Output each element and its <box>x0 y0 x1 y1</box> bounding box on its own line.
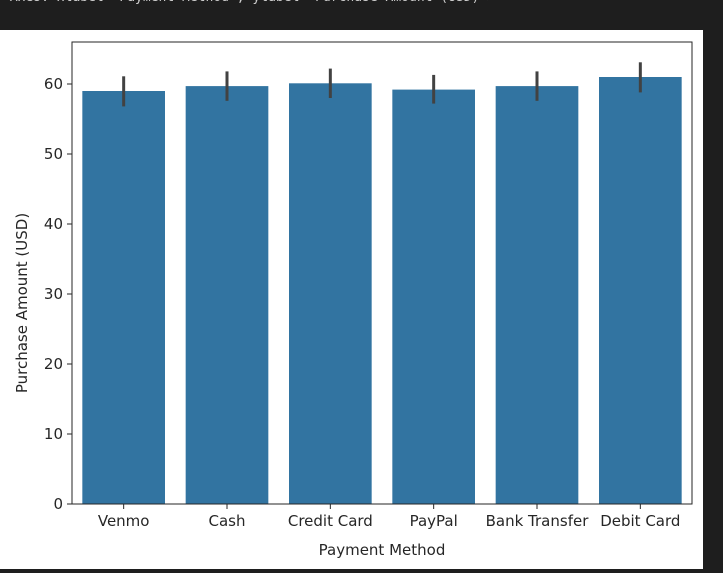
bar <box>185 86 269 504</box>
x-tick-label: Bank Transfer <box>486 512 590 530</box>
output-header: <Axes: xlabel='Payment Method', ylabel='… <box>0 0 723 30</box>
bar <box>599 77 682 504</box>
x-tick-label: Debit Card <box>600 512 680 530</box>
y-tick-label: 60 <box>44 75 63 93</box>
errorbars-layer <box>122 62 642 107</box>
bar <box>392 89 475 504</box>
figure-area: Venmo Cash Credit Card PayPal Bank Transfer D… <box>0 30 703 569</box>
axes-frame <box>71 41 693 505</box>
bar <box>495 86 579 504</box>
bar-chart: Venmo Cash Credit Card PayPal Bank Transfer D… <box>13 41 693 559</box>
x-axis-label: Payment Method <box>319 541 446 559</box>
y-tick-label: 10 <box>44 425 63 443</box>
y-tick-label: 30 <box>44 285 63 303</box>
x-tick-label: PayPal <box>410 512 458 530</box>
bar <box>82 91 165 504</box>
y-tick-label: 50 <box>44 145 63 163</box>
y-axis-label: Purchase Amount (USD) <box>13 213 31 393</box>
axes-repr-text: <Axes: xlabel='Payment Method', ylabel='… <box>2 0 495 8</box>
y-tick-label: 0 <box>53 495 63 513</box>
ticks-layer: Venmo Cash Credit Card PayPal Bank Transfer D… <box>44 75 681 530</box>
x-tick-label: Cash <box>209 512 246 530</box>
panel-edge <box>703 30 723 569</box>
y-tick-label: 40 <box>44 215 63 233</box>
bar <box>289 83 372 505</box>
x-tick-label: Venmo <box>98 512 150 530</box>
bars-layer <box>82 77 682 505</box>
y-tick-label: 20 <box>44 355 63 373</box>
x-tick-label: Credit Card <box>288 512 373 530</box>
axes-layer <box>71 41 693 505</box>
